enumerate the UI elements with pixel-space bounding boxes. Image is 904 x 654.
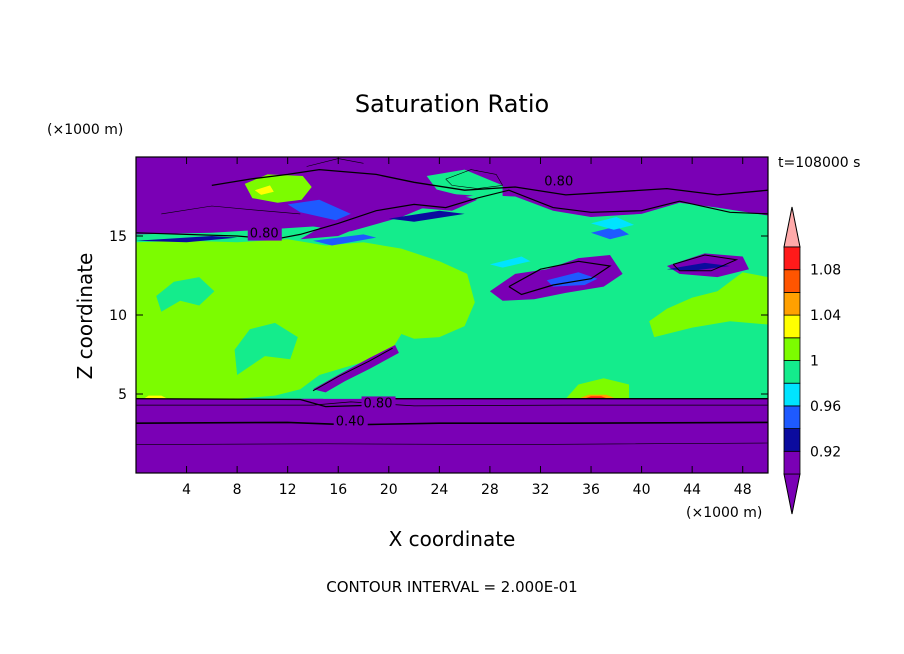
contour-label-bg — [361, 396, 396, 411]
colorbar-over-arrow — [783, 206, 801, 248]
upper-moist-patch — [426, 169, 503, 199]
yellow-speck — [143, 395, 168, 399]
contour-line-0.80 — [211, 168, 768, 196]
x-tick-label: 28 — [481, 482, 499, 498]
dry-intrusion-upper — [300, 187, 478, 240]
time-label: t=108000 s — [778, 155, 860, 171]
y-axis: 5 10 15 — [109, 229, 768, 403]
x-tick-label: 4 — [182, 482, 191, 498]
contour-line — [136, 442, 768, 445]
upper-cloud-patch — [244, 174, 312, 203]
contour-interval-label: CONTOUR INTERVAL = 2.000E-01 — [326, 578, 577, 596]
contour-line — [508, 260, 612, 296]
colorbar-swatch — [783, 337, 801, 361]
colorbar-swatch — [783, 360, 801, 384]
contour-line — [445, 169, 504, 189]
colorbar-swatch — [783, 314, 801, 339]
colorbar-swatch — [783, 291, 801, 316]
colorbar-label: 0.96 — [810, 399, 841, 415]
colorbar-under-arrow — [783, 473, 801, 515]
cyan-fringe — [489, 256, 531, 268]
cloud-region-bottom — [565, 378, 629, 399]
colorbar-swatch — [783, 428, 801, 452]
x-tick-label: 8 — [233, 482, 242, 498]
x-tick-label: 48 — [734, 482, 752, 498]
red-speck — [586, 396, 607, 398]
blue-fringe — [591, 226, 629, 240]
x-tick-label: 32 — [532, 482, 550, 498]
moist-intrusion — [323, 367, 399, 399]
blue-fringe — [287, 199, 351, 221]
colorbar-swatch — [783, 405, 801, 429]
navy-fringe — [136, 236, 238, 243]
colorbar-label: 0.92 — [810, 444, 841, 460]
blue-fringe — [313, 234, 377, 246]
contour-label: 0.80 — [250, 227, 279, 242]
colorbar: 1.08 1.04 1 0.96 0.92 — [783, 206, 841, 515]
y-tick-label: 10 — [109, 308, 127, 324]
x-tick-label: 24 — [430, 482, 448, 498]
contour-line-0.40 — [136, 421, 768, 426]
saturation-field — [136, 157, 768, 473]
contour-label-bg — [542, 174, 577, 189]
yellow-speck — [254, 185, 274, 195]
x-tick-label: 20 — [380, 482, 398, 498]
y-axis-label: Z coordinate — [73, 253, 97, 380]
x-axis-label: X coordinate — [389, 527, 516, 551]
moist-patch — [156, 277, 215, 312]
contour-label: 0.40 — [336, 415, 365, 430]
x-tick-label: 40 — [633, 482, 651, 498]
cyan-fringe — [591, 217, 634, 230]
colorbar-swatch — [783, 450, 801, 475]
contour-label-bg — [333, 414, 368, 429]
y-unit-label: (×1000 m) — [47, 122, 123, 138]
contour-label-bg — [247, 226, 282, 241]
chart-title: Saturation Ratio — [355, 90, 549, 118]
y-tick-label: 5 — [118, 387, 127, 403]
colorbar-label: 1.04 — [810, 308, 841, 324]
x-tick-label: 44 — [683, 482, 701, 498]
y-tick-label: 15 — [109, 229, 127, 245]
colorbar-label: 1 — [810, 354, 819, 370]
contour-lines: 0.80 0.80 0.80 0.40 — [136, 158, 768, 445]
x-tick-label: 12 — [279, 482, 297, 498]
blue-fringe — [546, 272, 598, 287]
x-axis: 4 8 12 16 20 24 28 32 36 40 44 48 — [182, 157, 752, 498]
cloud-region-left — [136, 239, 475, 399]
navy-fringe — [666, 262, 731, 271]
moist-patch — [234, 322, 298, 375]
contour-line — [312, 347, 393, 392]
x-tick-label: 36 — [582, 482, 600, 498]
cloud-region-right — [649, 272, 768, 338]
contour-line — [672, 254, 739, 272]
contour-line — [161, 205, 301, 215]
colorbar-swatch — [783, 269, 801, 293]
contour-label: 0.80 — [364, 396, 393, 411]
colorbar-label: 1.08 — [810, 263, 841, 279]
x-unit-label: (×1000 m) — [686, 505, 762, 521]
colorbar-swatch — [783, 246, 801, 271]
colorbar-swatch — [783, 382, 801, 407]
x-tick-label: 16 — [329, 482, 347, 498]
contour-label: 0.80 — [544, 174, 573, 189]
contour-line — [136, 189, 768, 240]
navy-fringe — [388, 210, 465, 222]
